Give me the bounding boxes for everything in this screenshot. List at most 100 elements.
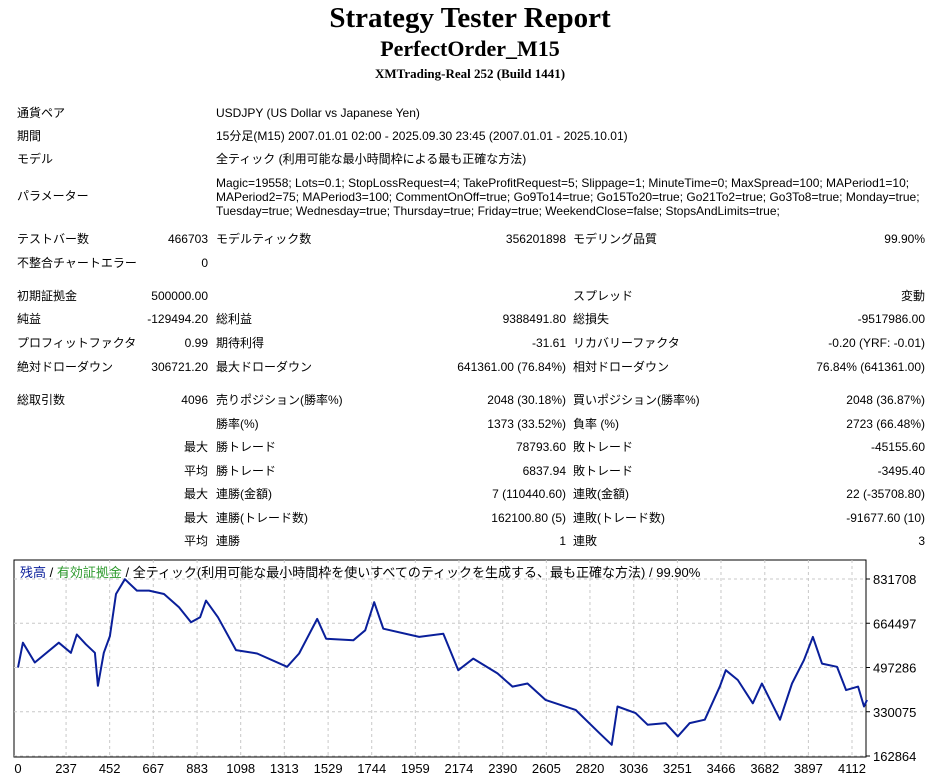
legend-model-quality: / 全ティック(利用可能な最小時間枠を使いすべてのティックを生成する、最も正確な… <box>122 565 701 580</box>
stats-row: 初期証拠金 500000.00 スプレッド 変動 <box>0 287 940 305</box>
x-tick-label: 883 <box>186 761 208 776</box>
x-tick-label: 1744 <box>357 761 386 776</box>
y-tick-label: 162864 <box>873 749 916 764</box>
stats-value: -0.20 (YRF: -0.01) <box>828 336 925 350</box>
stats-value: 0.99 <box>184 336 208 350</box>
stats-label: 負率 (%) <box>573 417 619 431</box>
symbol-value: USDJPY (US Dollar vs Japanese Yen) <box>216 106 420 120</box>
stats-value: 平均 <box>183 464 208 478</box>
x-tick-label: 3036 <box>619 761 648 776</box>
model-value: 全ティック (利用可能な最小時間枠による最も正確な方法) <box>216 152 527 166</box>
stats-value: 500000.00 <box>151 289 208 303</box>
stats-row: 不整合チャートエラー 0 <box>0 254 940 272</box>
stats-value: 99.90% <box>884 232 925 246</box>
x-tick-label: 0 <box>14 761 21 776</box>
stats-row: 絶対ドローダウン 306721.20 最大ドローダウン 641361.00 (76.8… <box>0 358 940 376</box>
stats-label: 最大ドローダウン <box>216 360 313 374</box>
model-label: モデル <box>17 152 54 166</box>
chart-legend: 残高 / 有効証拠金 / 全ティック(利用可能な最小時間枠を使いすべてのティック… <box>20 565 701 580</box>
legend-separator: / <box>46 565 57 580</box>
stats-value: -3495.40 <box>877 464 925 478</box>
stats-label: 敗トレード <box>573 440 634 454</box>
legend-equity: 有効証拠金 <box>57 565 122 580</box>
info-row-period: 期間 15分足(M15) 2007.01.01 02:00 - 2025.09.… <box>0 127 940 145</box>
stats-value: 2048 (36.87%) <box>846 393 925 407</box>
stats-label: 初期証拠金 <box>17 289 78 303</box>
params-line: Tuesday=true; Wednesday=true; Thursday=t… <box>216 204 780 218</box>
legend-balance: 残高 <box>20 565 46 580</box>
stats-label: テストバー数 <box>17 232 90 246</box>
stats-value: 76.84% (641361.00) <box>816 360 925 374</box>
y-tick-label: 497286 <box>873 661 916 676</box>
stats-value: 3 <box>918 534 925 548</box>
stats-value: 9388491.80 <box>502 312 566 326</box>
stats-value: 78793.60 <box>515 440 566 454</box>
stats-value: 0 <box>201 256 208 270</box>
info-row-symbol: 通貨ペア USDJPY (US Dollar vs Japanese Yen) <box>0 104 940 122</box>
y-tick-label: 831708 <box>873 572 916 587</box>
stats-row: 平均 勝トレード 6837.94 敗トレード -3495.40 <box>0 462 940 480</box>
stats-row: 総取引数 4096 売りポジション(勝率%) 2048 (30.18%) 買いポジション… <box>0 391 940 409</box>
params-line: Magic=19558; Lots=0.1; StopLossRequest=4… <box>216 176 910 190</box>
stats-value: 4096 <box>181 393 208 407</box>
stats-label: 勝トレード <box>216 464 277 478</box>
stats-value: -129494.20 <box>147 312 208 326</box>
x-tick-label: 3682 <box>750 761 779 776</box>
stats-value: 平均 <box>183 534 208 548</box>
x-tick-label: 1313 <box>270 761 299 776</box>
x-tick-label: 3251 <box>663 761 692 776</box>
stats-row: テストバー数 466703 モデルティック数 356201898 モデリング品質 99.9… <box>0 230 940 248</box>
stats-label: 連敗(金額) <box>573 487 629 501</box>
stats-value: 22 (-35708.80) <box>846 487 925 501</box>
stats-value: 1373 (33.52%) <box>487 417 566 431</box>
params-line: MAPeriod2=75; MAPeriod3=100; CommentOnOf… <box>216 190 920 204</box>
x-tick-label: 3897 <box>794 761 823 776</box>
stats-value: -31.61 <box>531 336 566 350</box>
info-row-params: パラメーター Magic=19558; Lots=0.1; StopLossRe… <box>0 176 940 218</box>
stats-label: 総損失 <box>573 312 610 326</box>
stats-label: 総利益 <box>216 312 253 326</box>
x-tick-label: 4112 <box>838 761 866 776</box>
report-title: Strategy Tester Report <box>329 2 611 34</box>
stats-label: 勝トレード <box>216 440 277 454</box>
params-label: パラメーター <box>17 189 89 203</box>
stats-label: 敗トレード <box>573 464 634 478</box>
stats-value: 最大 <box>183 511 208 525</box>
stats-label: 連勝 <box>216 534 241 548</box>
stats-value: 最大 <box>183 440 208 454</box>
stats-row: 勝率(%) 1373 (33.52%) 負率 (%) 2723 (66.48%) <box>0 415 940 433</box>
x-tick-label: 1098 <box>226 761 255 776</box>
x-tick-label: 667 <box>142 761 164 776</box>
balance-line <box>17 578 868 746</box>
stats-label: 期待利得 <box>216 336 265 350</box>
x-tick-label: 452 <box>99 761 121 776</box>
stats-value: 641361.00 (76.84%) <box>457 360 566 374</box>
stats-label: 連敗(トレード数) <box>573 511 665 525</box>
stats-value: 7 (110440.60) <box>492 487 566 501</box>
stats-row: 純益 -129494.20 総利益 9388491.80 総損失 -9517986.00 <box>0 310 940 328</box>
stats-value: 1 <box>559 534 566 548</box>
stats-label: プロフィットファクタ <box>17 336 137 350</box>
stats-label: モデリング品質 <box>573 232 658 246</box>
expert-name: PerfectOrder_M15 <box>380 36 560 61</box>
stats-label: 不整合チャートエラー <box>17 256 137 270</box>
x-tick-label: 2605 <box>532 761 561 776</box>
x-tick-label: 1529 <box>314 761 343 776</box>
y-tick-label: 664497 <box>873 616 916 631</box>
period-value: 15分足(M15) 2007.01.01 02:00 - 2025.09.30 … <box>216 129 628 143</box>
stats-label: 純益 <box>17 312 42 326</box>
x-tick-label: 237 <box>55 761 77 776</box>
stats-row: 平均 連勝 1 連敗 3 <box>0 532 940 550</box>
x-tick-label: 2820 <box>575 761 604 776</box>
stats-value: 2723 (66.48%) <box>846 417 925 431</box>
stats-value: 466703 <box>167 232 208 246</box>
stats-label: 相対ドローダウン <box>573 360 670 374</box>
stats-label: 総取引数 <box>17 393 66 407</box>
y-tick-label: 330075 <box>873 705 916 720</box>
stats-label: 売りポジション(勝率%) <box>216 393 343 407</box>
stats-label: スプレッド <box>573 289 634 303</box>
stats-label: 絶対ドローダウン <box>17 360 114 374</box>
x-tick-label: 3466 <box>707 761 736 776</box>
stats-value: 変動 <box>900 289 925 303</box>
stats-value: 最大 <box>183 487 208 501</box>
